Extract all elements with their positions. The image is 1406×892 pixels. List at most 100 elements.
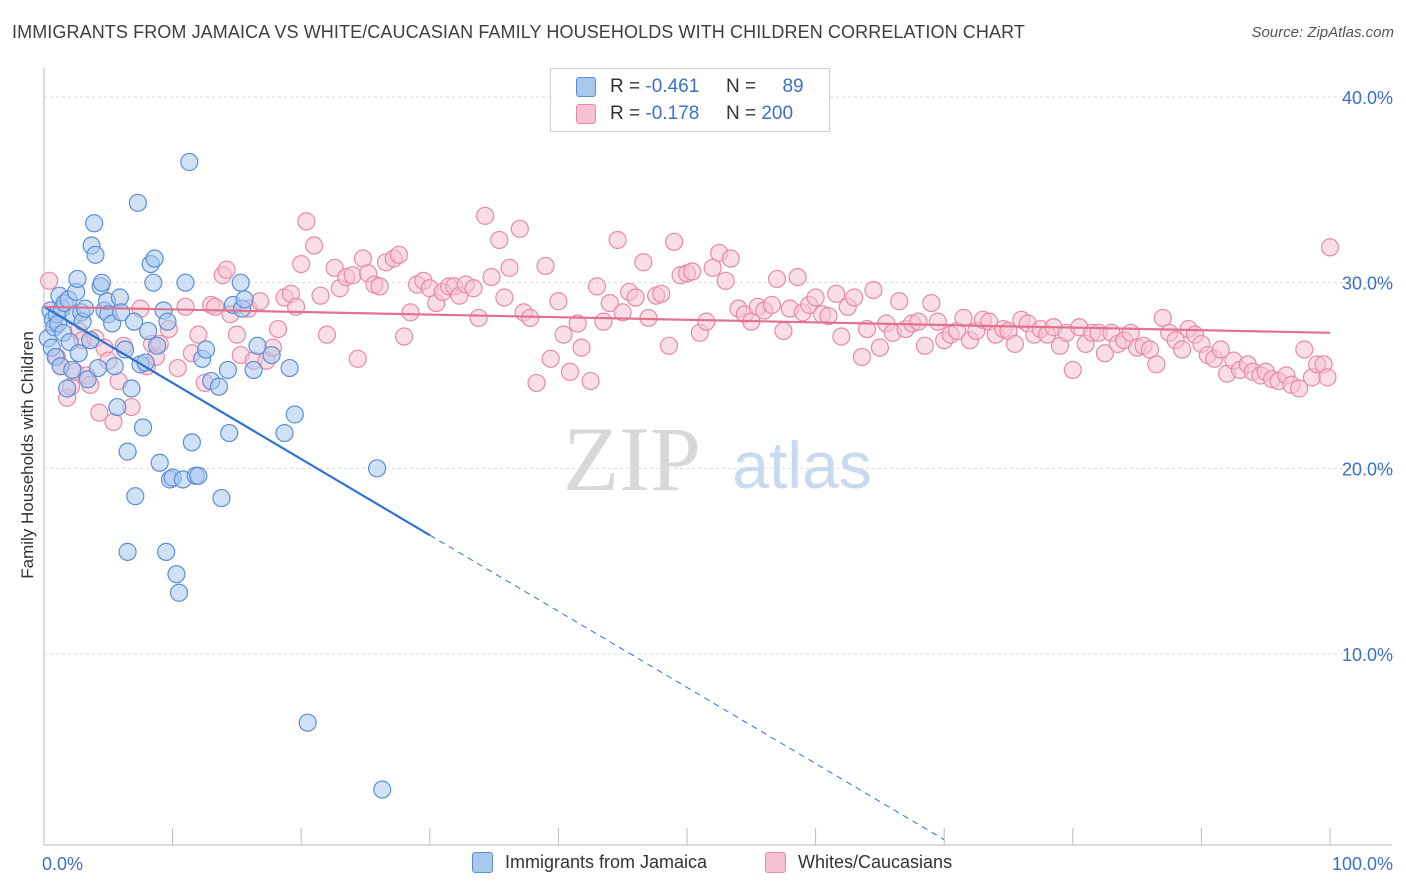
- y-tick-label: 40.0%: [1342, 88, 1393, 108]
- data-point: [613, 303, 632, 322]
- data-point: [870, 338, 890, 357]
- data-point: [652, 284, 671, 303]
- data-point: [275, 423, 294, 443]
- data-point: [235, 290, 254, 309]
- data-point: [482, 267, 501, 287]
- legend-n-value: 89: [782, 76, 804, 97]
- data-point: [122, 379, 141, 398]
- legend-row-jamaica: R = -0.461 N = 89: [551, 73, 804, 101]
- data-point: [1290, 379, 1309, 398]
- data-point: [389, 245, 409, 264]
- data-point: [205, 297, 225, 316]
- data-point: [158, 312, 177, 331]
- data-point: [169, 583, 189, 602]
- data-point: [594, 312, 613, 331]
- data-point: [145, 249, 164, 268]
- data-point: [227, 325, 246, 344]
- data-point: [124, 312, 144, 331]
- data-point: [394, 327, 414, 346]
- data-point: [105, 357, 124, 376]
- data-point: [572, 338, 591, 357]
- data-point: [1005, 334, 1025, 354]
- data-point: [280, 358, 299, 378]
- data-point: [68, 269, 87, 289]
- data-point: [298, 713, 317, 732]
- data-point: [827, 284, 846, 303]
- data-point: [1063, 360, 1082, 380]
- legend-swatch-pink: [576, 104, 596, 124]
- data-point: [915, 336, 935, 355]
- data-point: [317, 325, 337, 344]
- data-point: [311, 286, 330, 305]
- data-point: [1147, 355, 1166, 374]
- data-point: [890, 292, 909, 311]
- legend-item-whites: Whites/Caucasians: [765, 852, 952, 873]
- data-point: [367, 459, 387, 478]
- data-point: [568, 314, 587, 333]
- legend-n-value: 200: [761, 103, 794, 124]
- watermark: ZIP atlas: [563, 408, 872, 510]
- data-point: [217, 260, 236, 279]
- data-point: [189, 466, 208, 485]
- data-point: [554, 325, 573, 344]
- data-point: [108, 397, 127, 417]
- data-point: [92, 273, 111, 292]
- data-point: [819, 306, 838, 326]
- y-tick-label: 10.0%: [1342, 645, 1393, 665]
- data-point: [464, 279, 483, 298]
- data-point: [90, 403, 109, 422]
- data-point: [560, 362, 580, 381]
- data-point: [88, 358, 108, 378]
- data-point: [168, 358, 187, 378]
- data-point: [788, 267, 807, 287]
- data-point: [521, 308, 540, 328]
- data-point: [262, 345, 281, 365]
- data-point: [231, 273, 250, 292]
- y-axis-label: Family Households with Children: [18, 331, 37, 579]
- data-point: [527, 373, 546, 393]
- data-point: [85, 214, 104, 233]
- legend-swatch-pink: [765, 852, 786, 873]
- data-point: [182, 433, 201, 452]
- data-point: [118, 442, 137, 461]
- data-point: [148, 336, 167, 355]
- data-point: [922, 293, 941, 313]
- data-point: [1173, 340, 1192, 359]
- data-point: [126, 487, 145, 506]
- data-point: [1295, 340, 1314, 359]
- data-point: [63, 360, 82, 380]
- data-point: [762, 295, 781, 315]
- legend-row-whites: R = -0.178 N = 200: [551, 100, 793, 128]
- data-point: [58, 379, 77, 398]
- data-point: [285, 405, 304, 424]
- data-point: [373, 780, 392, 799]
- data-point: [144, 273, 163, 292]
- data-point: [697, 312, 716, 331]
- data-point: [348, 349, 367, 368]
- legend-r-label: R =: [610, 103, 641, 124]
- tick-labels: 10.0% 20.0% 30.0% 40.0% 0.0% 100.0%: [42, 88, 1393, 874]
- trend-line-jamaica: [43, 305, 431, 537]
- data-point: [268, 319, 288, 339]
- data-point: [212, 488, 231, 508]
- data-point: [297, 212, 316, 231]
- data-point: [909, 312, 928, 331]
- data-point: [852, 347, 871, 367]
- legend-n-label: N =: [725, 76, 757, 97]
- legend-swatch-blue: [472, 852, 493, 873]
- y-tick-label: 30.0%: [1342, 274, 1393, 294]
- data-point: [954, 308, 973, 328]
- data-point: [176, 273, 195, 292]
- data-point: [845, 288, 864, 307]
- data-point: [549, 292, 568, 311]
- data-point: [133, 418, 153, 437]
- data-point: [1318, 368, 1337, 387]
- data-point: [857, 319, 877, 339]
- data-point: [78, 370, 97, 389]
- data-point: [1211, 340, 1230, 359]
- data-point: [118, 542, 137, 561]
- legend-item-jamaica: Immigrants from Jamaica: [472, 852, 707, 873]
- series-whites-caucasians: [40, 206, 1340, 432]
- data-point: [1095, 344, 1115, 363]
